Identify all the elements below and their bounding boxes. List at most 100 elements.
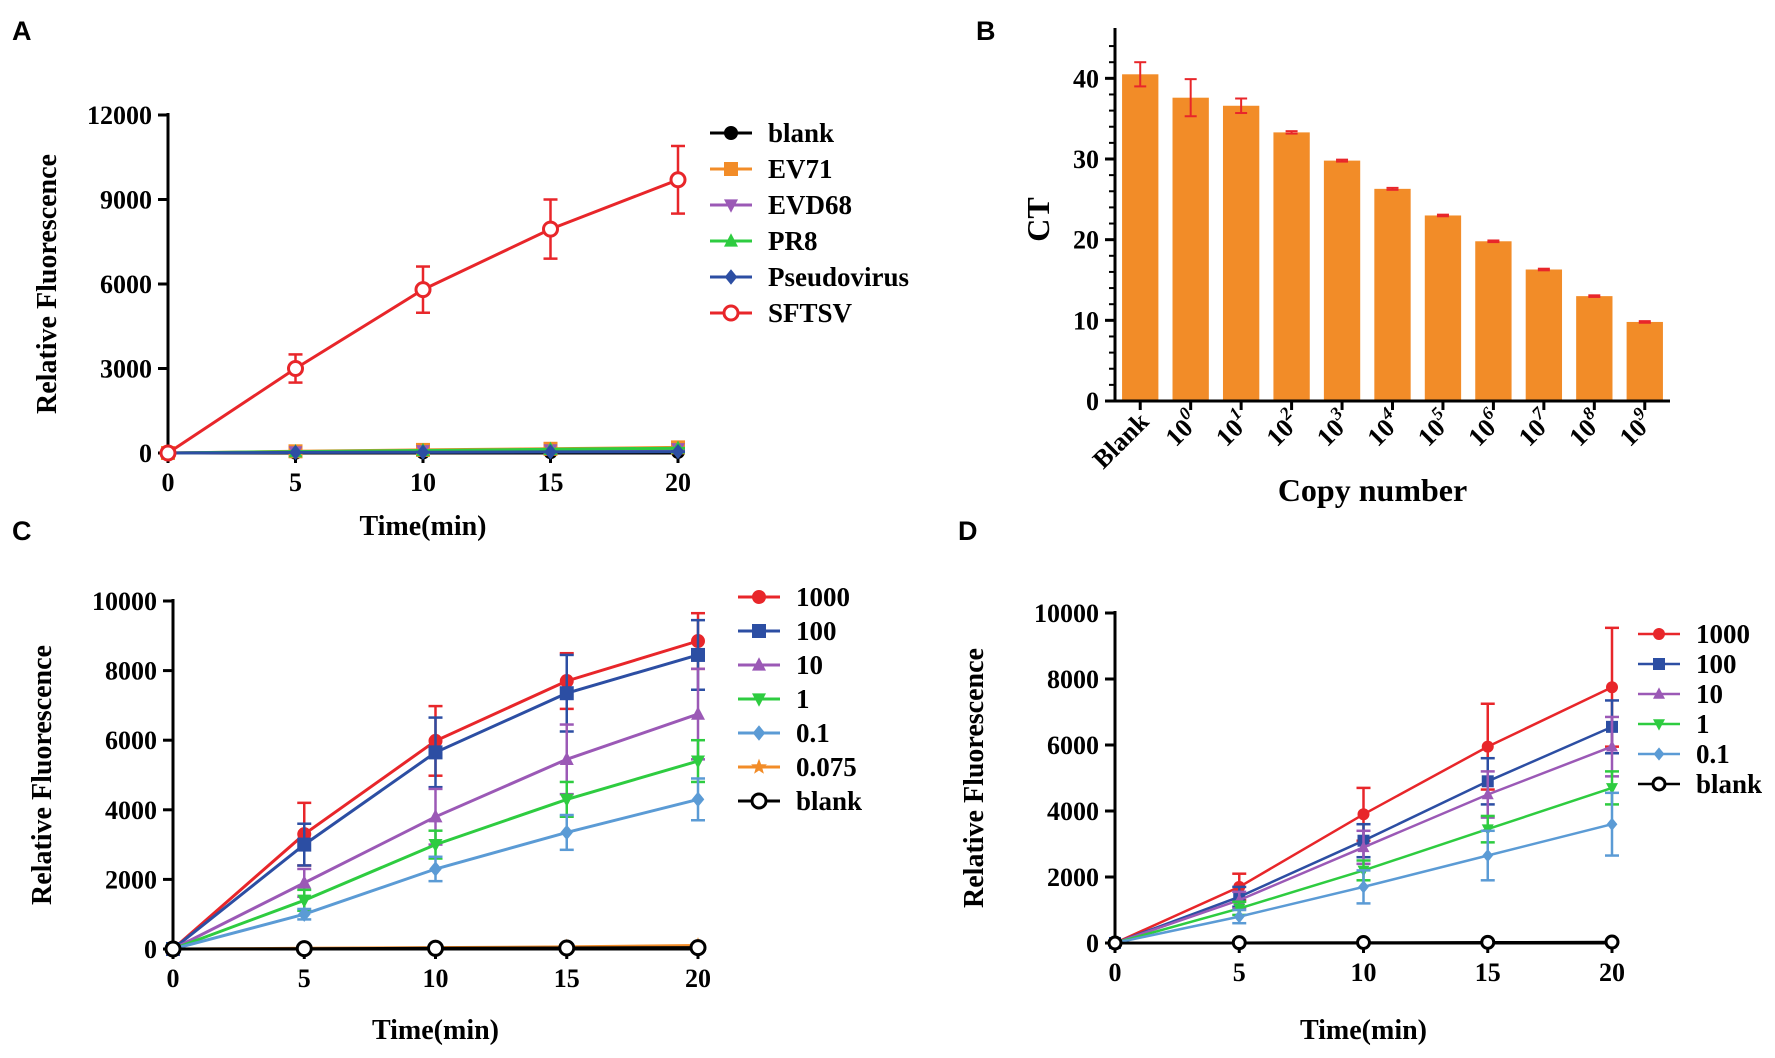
data-point-0-1 — [1482, 848, 1494, 863]
y-tick-label: 20 — [1073, 226, 1099, 255]
bar-6 — [1424, 215, 1462, 401]
legend-marker — [722, 304, 740, 322]
x-tick-label: 20 — [685, 964, 711, 993]
y-tick-label: 0 — [144, 935, 157, 964]
y-tick-label: 12000 — [87, 101, 152, 130]
x-tick-label: 5 — [298, 964, 311, 993]
legend-label: EVD68 — [768, 190, 852, 220]
y-tick-label: 0 — [1086, 387, 1099, 416]
x-tick-label: 20 — [665, 468, 691, 497]
y-tick-label: 2000 — [105, 865, 157, 894]
data-point-blank — [689, 939, 707, 957]
data-point-sftsv — [542, 220, 559, 238]
y-tick-label: 30 — [1073, 145, 1099, 174]
data-point-blank — [164, 940, 182, 958]
legend-item-100: 100 — [1638, 649, 1737, 679]
panel-label-d: D — [958, 516, 978, 546]
legend-marker — [724, 126, 738, 140]
legend-marker — [752, 657, 766, 671]
chart-d: 0 2000 4000 6000 8000 10000 0 5 10 15 20 Time(min) R… — [959, 599, 1762, 1046]
data-point-1000 — [1357, 808, 1370, 821]
bar-5 — [1374, 188, 1411, 401]
legend-marker — [1653, 628, 1665, 640]
x-axis-label: Time(min) — [372, 1015, 499, 1046]
legend-marker — [752, 693, 766, 707]
legend-marker — [1653, 658, 1665, 670]
data-point-sftsv — [159, 444, 177, 462]
legend-marker — [1653, 687, 1665, 699]
legend-label: Pseudovirus — [768, 262, 909, 292]
data-point-10 — [559, 751, 574, 765]
legend-label: 10 — [1696, 679, 1723, 709]
legend-label: 1000 — [796, 582, 850, 612]
data-point-10 — [428, 809, 443, 823]
data-point-1000 — [1606, 681, 1618, 694]
y-tick-label: 0 — [139, 439, 152, 468]
x-tick-label: 106 — [1459, 403, 1508, 452]
x-tick-label: 5 — [1233, 958, 1246, 987]
bar-0 — [1122, 74, 1159, 402]
series-blank — [164, 939, 707, 958]
data-point-10 — [1481, 787, 1494, 800]
data-point-100 — [428, 745, 443, 760]
data-point-1000 — [1481, 740, 1494, 753]
legend-label: 0.075 — [796, 752, 857, 782]
data-point-sftsv — [669, 171, 687, 189]
chart-b: Blank 100 101 102 103 104 105 106 107 108 109 0 10 20… — [1020, 28, 1670, 508]
legend-label: 1 — [1696, 709, 1710, 739]
x-tick-label: 0 — [1109, 958, 1122, 987]
y-tick-label: 10000 — [1034, 599, 1099, 628]
x-tick-label: 5 — [289, 468, 302, 497]
data-point-0-1 — [560, 824, 574, 841]
legend-label: 10 — [796, 650, 823, 680]
bar-1 — [1172, 97, 1209, 402]
y-tick-label: 10 — [1073, 306, 1099, 335]
x-tick-label: 10 — [410, 468, 436, 497]
bar-7 — [1475, 241, 1512, 401]
x-tick-label: 15 — [538, 468, 564, 497]
x-tick-label: 10 — [423, 964, 449, 993]
y-tick-label: 10000 — [92, 587, 157, 616]
legend-item-100: 100 — [738, 616, 837, 646]
data-point-10 — [1357, 840, 1370, 853]
legend-label: PR8 — [768, 226, 818, 256]
y-axis-label: Relative Fluorescence — [32, 154, 63, 414]
x-tick-label: 101 — [1207, 403, 1256, 452]
legend-item-pseudovirus: Pseudovirus — [710, 262, 909, 292]
legend-item-0-1: 0.1 — [1638, 739, 1730, 769]
series-blank — [1107, 934, 1620, 951]
legend-label: EV71 — [768, 154, 833, 184]
legend-marker — [724, 162, 738, 176]
legend-marker — [752, 590, 766, 604]
data-point-blank — [295, 940, 313, 958]
legend-label: blank — [796, 786, 862, 816]
legend-label: SFTSV — [768, 298, 853, 328]
data-point-sftsv — [287, 360, 304, 377]
x-tick-label: 109 — [1610, 403, 1659, 452]
x-tick-label: 105 — [1408, 403, 1457, 452]
data-point-10 — [297, 875, 312, 889]
data-point-blank — [1231, 935, 1247, 951]
data-point-1 — [691, 755, 705, 769]
panel-label-c: C — [12, 516, 32, 546]
data-point-pseudovirus — [544, 444, 557, 460]
x-tick-label: 107 — [1509, 402, 1558, 451]
legend-item-evd68: EVD68 — [710, 190, 852, 220]
data-point-blank — [1480, 934, 1496, 950]
data-point-10 — [691, 706, 705, 720]
x-tick-label: 10 — [1351, 958, 1377, 987]
y-tick-label: 6000 — [105, 726, 157, 755]
y-tick-label: 6000 — [1047, 731, 1099, 760]
y-axis-label: CT — [1020, 197, 1056, 241]
bar-2 — [1222, 105, 1260, 401]
y-tick-label: 4000 — [1047, 797, 1099, 826]
data-point-1 — [428, 839, 443, 853]
legend-label: 100 — [796, 616, 837, 646]
x-tick-label: Blank — [1087, 406, 1155, 474]
y-axis-label: Relative Fluorescence — [27, 645, 58, 905]
legend-marker — [1653, 719, 1665, 731]
legend-item-blank: blank — [710, 118, 834, 148]
legend-marker — [724, 199, 738, 213]
series-line-sftsv — [167, 178, 679, 455]
